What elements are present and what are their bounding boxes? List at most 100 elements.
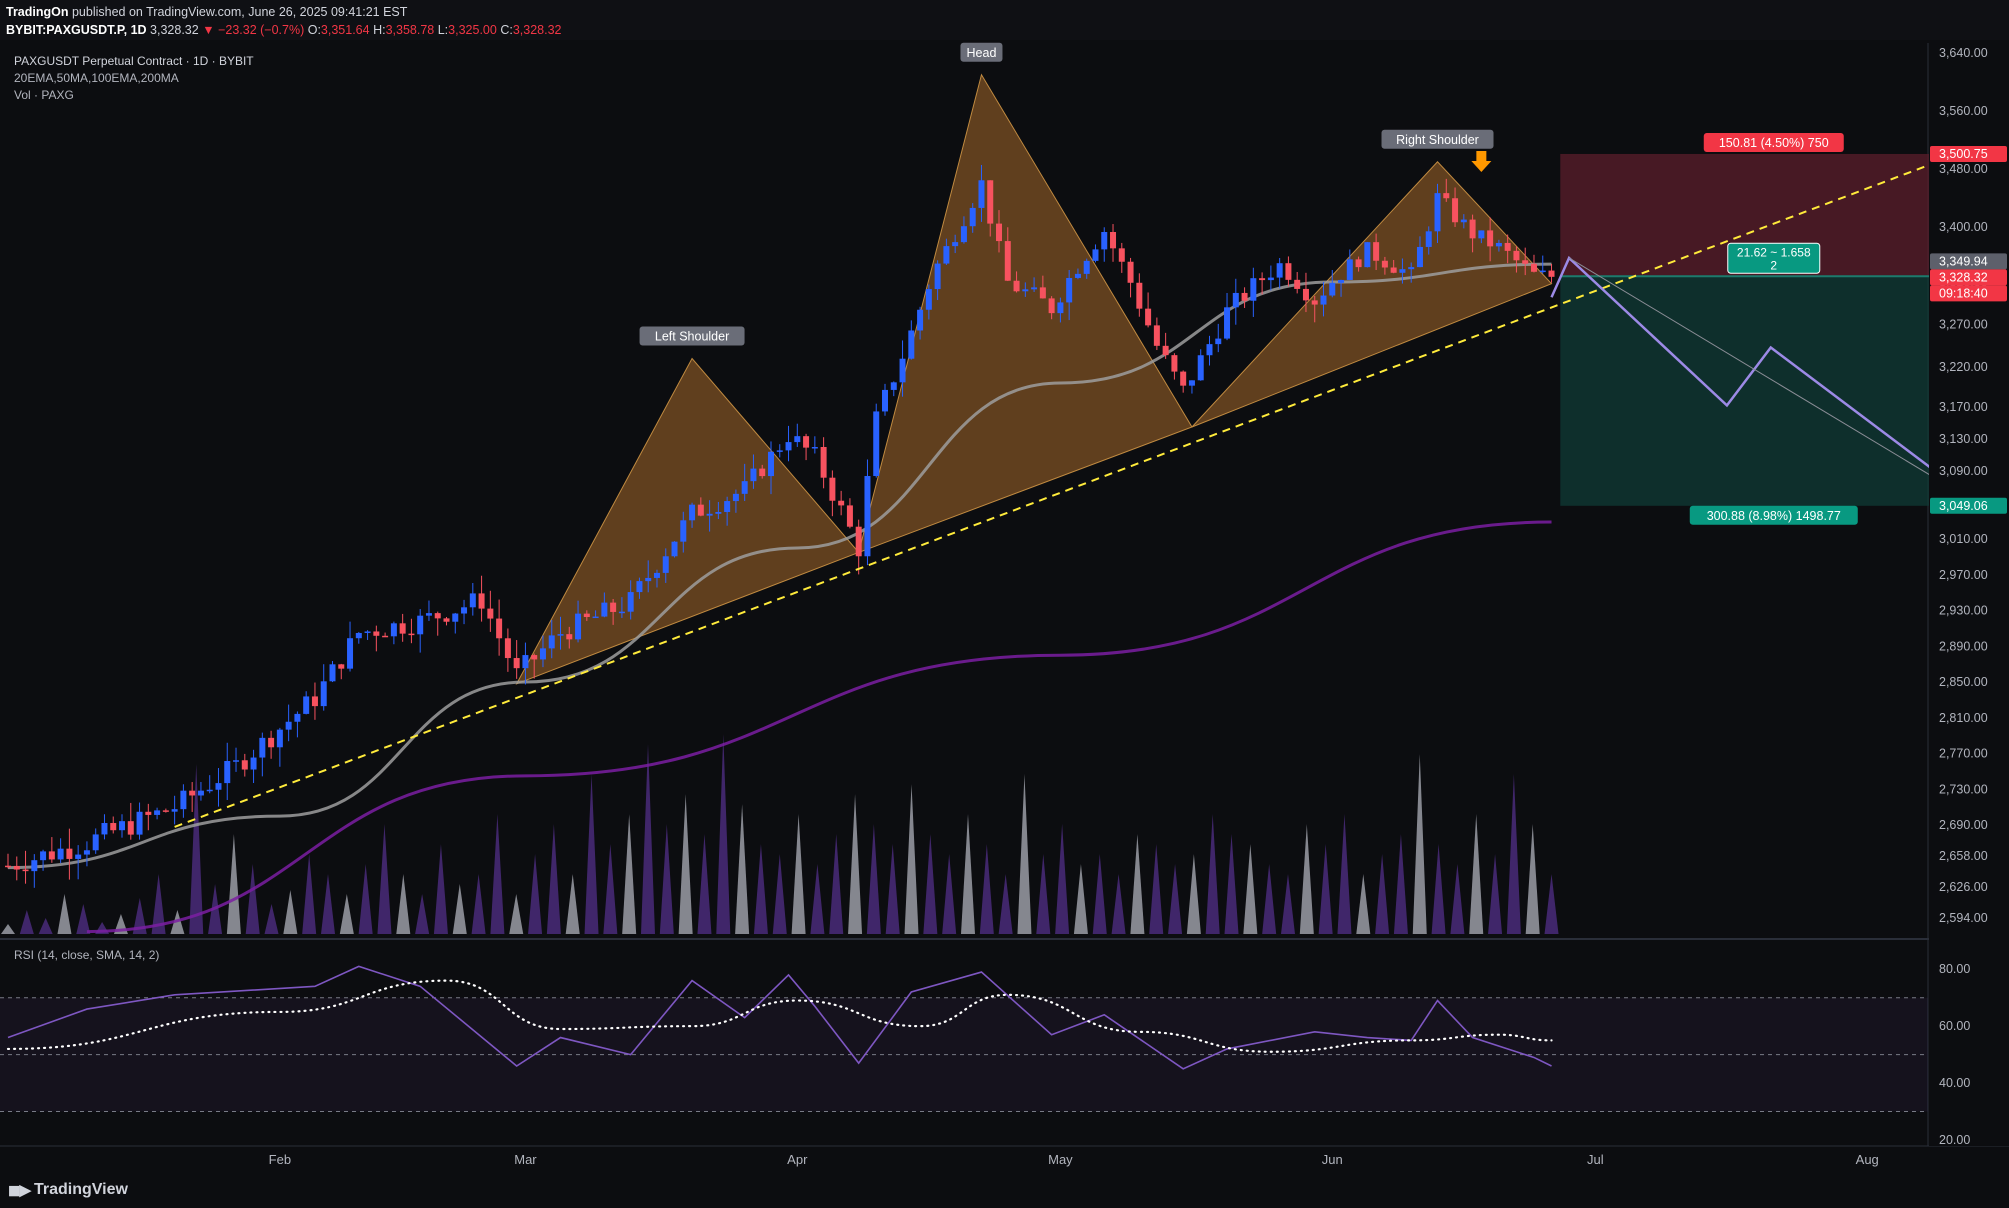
volume-bar xyxy=(358,864,373,934)
candle-bear xyxy=(1110,232,1117,249)
candle-bear xyxy=(1530,263,1537,272)
candle-bear xyxy=(1443,193,1450,199)
candle-bull xyxy=(1416,246,1423,268)
ma-line-50ma xyxy=(7,262,1552,870)
price-tick-label: 3,010.00 xyxy=(1939,532,1988,546)
candle-bear xyxy=(22,869,29,872)
price-tick-label: 3,170.00 xyxy=(1939,400,1988,414)
candle-bear xyxy=(1381,260,1388,268)
volume-bar xyxy=(584,774,599,934)
candle-bear xyxy=(162,810,169,812)
timeframe-label[interactable]: , 1D xyxy=(123,23,147,37)
annotation-labels: Left Shoulder Head Right Shoulder 150.81 (4… xyxy=(639,42,1858,525)
candle-bull xyxy=(425,613,432,616)
volume-bar xyxy=(415,894,430,934)
volume-bar xyxy=(132,898,147,934)
candle-bear xyxy=(443,618,450,622)
time-axis[interactable]: Feb Mar Apr May Jun Jul Aug xyxy=(269,1152,1879,1167)
pattern-label: Right Shoulder xyxy=(1396,133,1479,147)
candle-bull xyxy=(1188,380,1195,386)
ratio-line-2: 2 xyxy=(1770,258,1777,272)
candle-bear xyxy=(583,613,590,618)
candle-bear xyxy=(434,613,441,619)
volume-bar xyxy=(697,834,712,934)
ratio-line-1: 21.62 ~ 1.658 xyxy=(1737,245,1811,259)
candle-bull xyxy=(1364,242,1371,268)
candle-bear xyxy=(408,633,415,636)
legend-indicators[interactable]: 20EMA,50MA,100EMA,200MA xyxy=(14,71,179,85)
rsi-tick-label: 20.00 xyxy=(1939,1133,1970,1147)
candle-bear xyxy=(846,505,853,527)
candle-bear xyxy=(504,638,511,659)
volume-bar xyxy=(396,874,411,934)
candle-bull xyxy=(329,664,336,682)
candle-bull xyxy=(522,655,529,669)
candle-bull xyxy=(715,512,722,514)
candle-bull xyxy=(197,790,204,796)
volume-bar xyxy=(810,864,825,934)
stop-label-bg xyxy=(1703,132,1844,152)
candle-bear xyxy=(1048,298,1055,314)
price-tick-label: 3,480.00 xyxy=(1939,162,1988,176)
candle-bear xyxy=(1294,279,1301,289)
candle-bull xyxy=(75,854,82,859)
price-tick-label: 2,850.00 xyxy=(1939,675,1988,689)
volume-bar xyxy=(320,874,335,934)
candle-bear xyxy=(1180,371,1187,386)
candle-bull xyxy=(180,790,187,810)
price-tick-label: 2,594.00 xyxy=(1939,911,1988,925)
rsi-legend[interactable]: RSI (14, close, SMA, 14, 2) xyxy=(14,948,160,962)
ascending-trendline xyxy=(174,133,2009,828)
volume-bar xyxy=(1130,834,1145,934)
candle-bull xyxy=(92,834,99,851)
rsi-tick-label: 40.00 xyxy=(1939,1076,1970,1090)
candle-bull xyxy=(57,848,64,860)
short-position-tool[interactable] xyxy=(1560,153,1988,506)
candle-bear xyxy=(759,468,766,477)
volume-bar xyxy=(1525,824,1540,934)
volume-bar xyxy=(226,834,241,934)
candle-bull xyxy=(724,501,731,513)
volume-bar xyxy=(960,814,975,934)
axis-background xyxy=(1929,43,2009,1146)
candle-bull xyxy=(1232,292,1239,308)
publisher-name[interactable]: TradingOn xyxy=(6,5,69,19)
candle-bull xyxy=(943,246,950,264)
legend-volume[interactable]: Vol · PAXG xyxy=(14,88,74,102)
candle-bull xyxy=(119,821,126,831)
candle-bull xyxy=(706,513,713,516)
volume-bar xyxy=(339,894,354,934)
tradingview-brand[interactable]: ◼▶ TradingView xyxy=(8,1181,128,1199)
candle-bull xyxy=(539,648,546,660)
candle-bull xyxy=(1101,232,1108,250)
price-candles xyxy=(5,164,1555,888)
candle-bear xyxy=(338,664,345,669)
price-tick-label: 3,130.00 xyxy=(1939,432,1988,446)
candle-bear xyxy=(996,223,1003,242)
candle-bear xyxy=(829,477,836,501)
volume-bar xyxy=(302,854,317,934)
candle-bull xyxy=(1329,282,1336,296)
price-tick-label: 2,890.00 xyxy=(1939,639,1988,653)
volume-bar xyxy=(1073,864,1088,934)
moving-averages xyxy=(7,262,1552,934)
volume-bar xyxy=(791,814,806,934)
candle-bull xyxy=(618,611,625,614)
candle-bull xyxy=(776,450,783,452)
candle-bull xyxy=(1539,270,1546,273)
volume-bar xyxy=(1412,754,1427,934)
candle-bull xyxy=(390,623,397,637)
candle-bull xyxy=(285,721,292,730)
legend-title[interactable]: PAXGUSDT Perpetual Contract · 1D · BYBIT xyxy=(14,54,254,68)
candle-bear xyxy=(373,631,380,636)
price-axis[interactable]: 3,640.003,560.003,480.003,400.003,320.00… xyxy=(1929,43,2009,1147)
candle-bull xyxy=(303,696,310,714)
rsi-series xyxy=(6,965,1553,1070)
symbol-label[interactable]: BYBIT:PAXGUSDT.P xyxy=(6,23,124,37)
candle-bull xyxy=(1250,278,1257,301)
candle-bull xyxy=(627,592,634,612)
volume-bar xyxy=(245,864,260,934)
candle-bull xyxy=(925,289,932,310)
volume-bar xyxy=(1186,854,1201,934)
